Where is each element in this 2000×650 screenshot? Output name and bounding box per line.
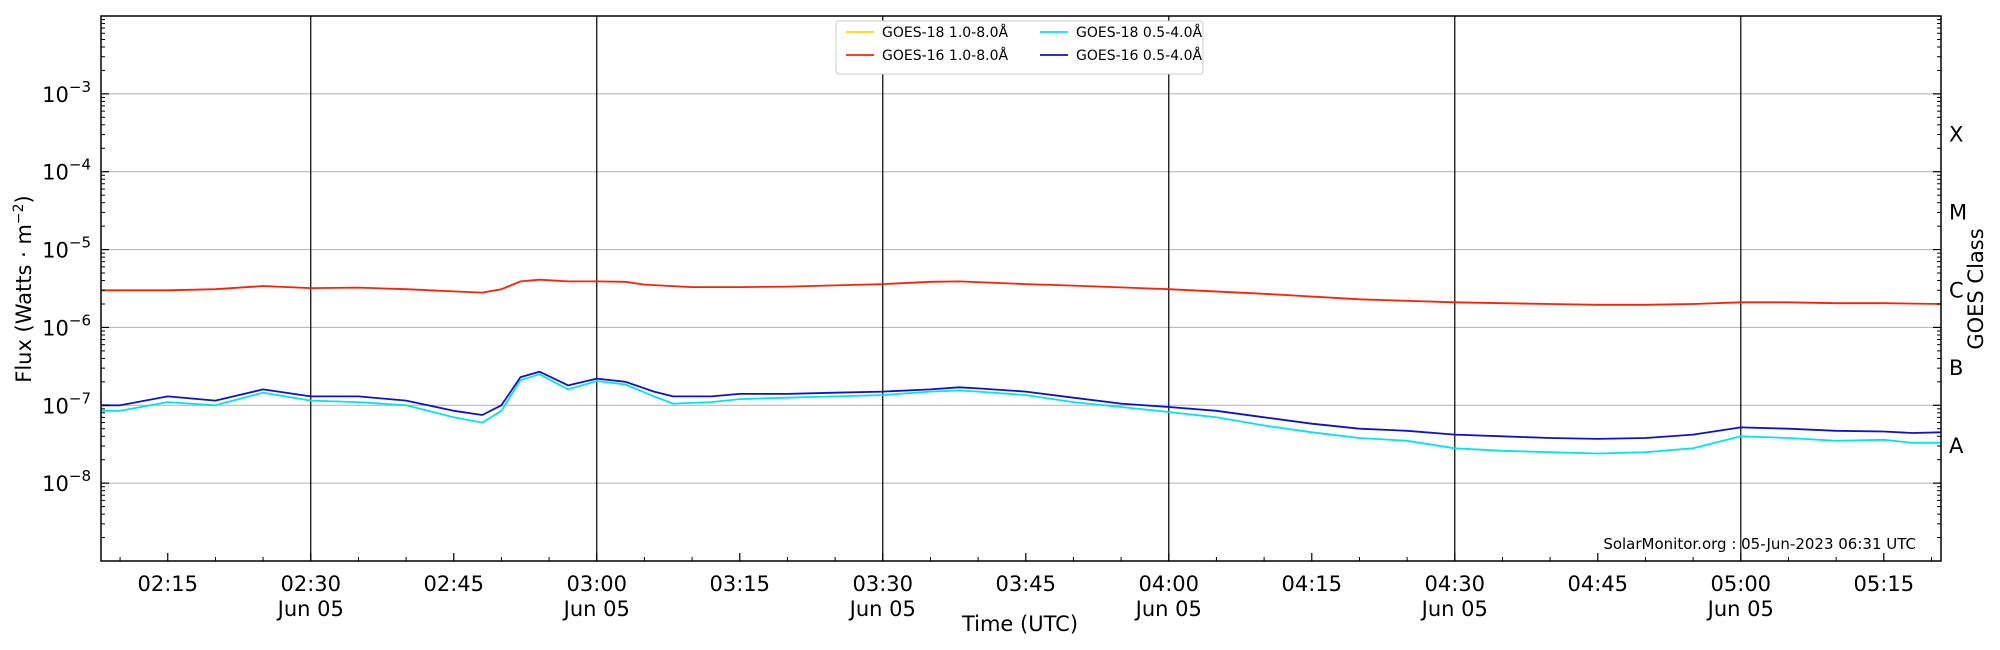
x-tick-time-label: 04:15 — [1282, 572, 1343, 596]
legend-label: GOES-16 1.0-8.0Å — [882, 47, 1008, 64]
x-tick-time-label: 05:00 — [1711, 572, 1772, 596]
vertical-day-lines — [310, 16, 1742, 561]
y-tick-exponent: −5 — [69, 234, 91, 252]
y-tick-base: 10 — [42, 239, 69, 263]
goes-class-label: B — [1949, 356, 1963, 380]
legend-label: GOES-18 0.5-4.0Å — [1076, 24, 1202, 41]
y-axis-ticks: 10−810−710−610−510−410−3 — [42, 19, 1941, 539]
goes-class-labels: A B C M X — [1949, 123, 1967, 458]
y-tick-exponent: −8 — [69, 467, 91, 485]
x-axis-label: Time (UTC) — [961, 612, 1078, 636]
x-tick-time-label: 05:15 — [1854, 572, 1915, 596]
x-tick-time-label: 02:45 — [423, 572, 484, 596]
x-tick-time-label: 03:15 — [709, 572, 770, 596]
x-tick-date-label: Jun 05 — [276, 597, 344, 621]
x-tick-time-label: 02:15 — [137, 572, 198, 596]
y-axis-label-sup: −2 — [11, 203, 27, 224]
y-tick-exponent: −4 — [69, 156, 91, 174]
y-tick-label: 10−8 — [42, 467, 91, 496]
series-line — [101, 370, 1942, 440]
x-tick-time-label: 02:30 — [280, 572, 341, 596]
x-tick-time-label: 03:30 — [852, 572, 913, 596]
x-tick-time-label: 03:00 — [566, 572, 627, 596]
legend-label: GOES-18 1.0-8.0Å — [882, 24, 1008, 41]
y-tick-base: 10 — [42, 83, 69, 107]
x-tick-time-label: 04:45 — [1568, 572, 1629, 596]
goes-class-axis-label: GOES Class — [1964, 228, 1988, 349]
series-line — [101, 373, 1941, 455]
series-layer — [101, 278, 1942, 455]
y-tick-label: 10−3 — [42, 78, 91, 107]
y-axis-label-close: ) — [12, 195, 36, 203]
x-tick-date-label: Jun 05 — [1134, 597, 1202, 621]
x-tick-time-label: 04:00 — [1139, 572, 1200, 596]
x-tick-date-label: Jun 05 — [1706, 597, 1774, 621]
y-tick-exponent: −6 — [69, 311, 91, 329]
x-tick-time-label: 04:30 — [1425, 572, 1486, 596]
x-tick-date-label: Jun 05 — [1420, 597, 1488, 621]
x-tick-date-label: Jun 05 — [562, 597, 630, 621]
y-tick-label: 10−5 — [42, 234, 91, 263]
y-tick-label: 10−6 — [42, 311, 91, 340]
goes-class-label: C — [1949, 278, 1964, 302]
y-tick-base: 10 — [42, 161, 69, 185]
legend: GOES-18 1.0-8.0Å GOES-16 1.0-8.0Å GOES-18 … — [835, 20, 1204, 75]
credit-text: SolarMonitor.org : 05-Jun-2023 06:31 UTC — [1603, 535, 1916, 553]
series-line — [101, 278, 1942, 306]
y-tick-exponent: −3 — [69, 78, 91, 96]
y-axis-label-main: Flux (Watts · m — [12, 224, 36, 383]
x-tick-date-label: Jun 05 — [848, 597, 916, 621]
goes-class-label: M — [1949, 200, 1967, 224]
legend-label: GOES-16 0.5-4.0Å — [1076, 47, 1202, 64]
y-tick-base: 10 — [42, 394, 69, 418]
plot-frame — [100, 15, 1942, 562]
y-tick-label: 10−7 — [42, 389, 91, 418]
y-tick-base: 10 — [42, 316, 69, 340]
y-axis-label: Flux (Watts · m−2) — [11, 195, 36, 383]
goes-class-label: A — [1949, 434, 1964, 458]
y-tick-exponent: −7 — [69, 389, 91, 407]
y-tick-label: 10−4 — [42, 156, 91, 185]
y-tick-base: 10 — [42, 472, 69, 496]
legend-box — [835, 20, 1204, 75]
x-tick-time-label: 03:45 — [996, 572, 1057, 596]
goes-class-label: X — [1949, 123, 1963, 147]
